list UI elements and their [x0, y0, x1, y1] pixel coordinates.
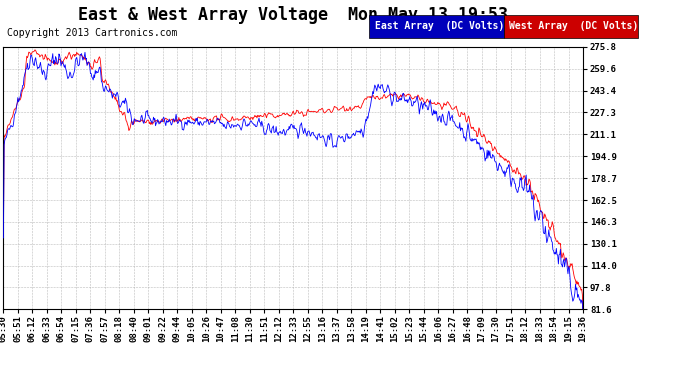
- Text: East Array  (DC Volts): East Array (DC Volts): [375, 21, 504, 31]
- Text: East & West Array Voltage  Mon May 13 19:53: East & West Array Voltage Mon May 13 19:…: [78, 6, 509, 24]
- Text: Copyright 2013 Cartronics.com: Copyright 2013 Cartronics.com: [7, 28, 177, 38]
- Text: West Array  (DC Volts): West Array (DC Volts): [509, 21, 638, 31]
